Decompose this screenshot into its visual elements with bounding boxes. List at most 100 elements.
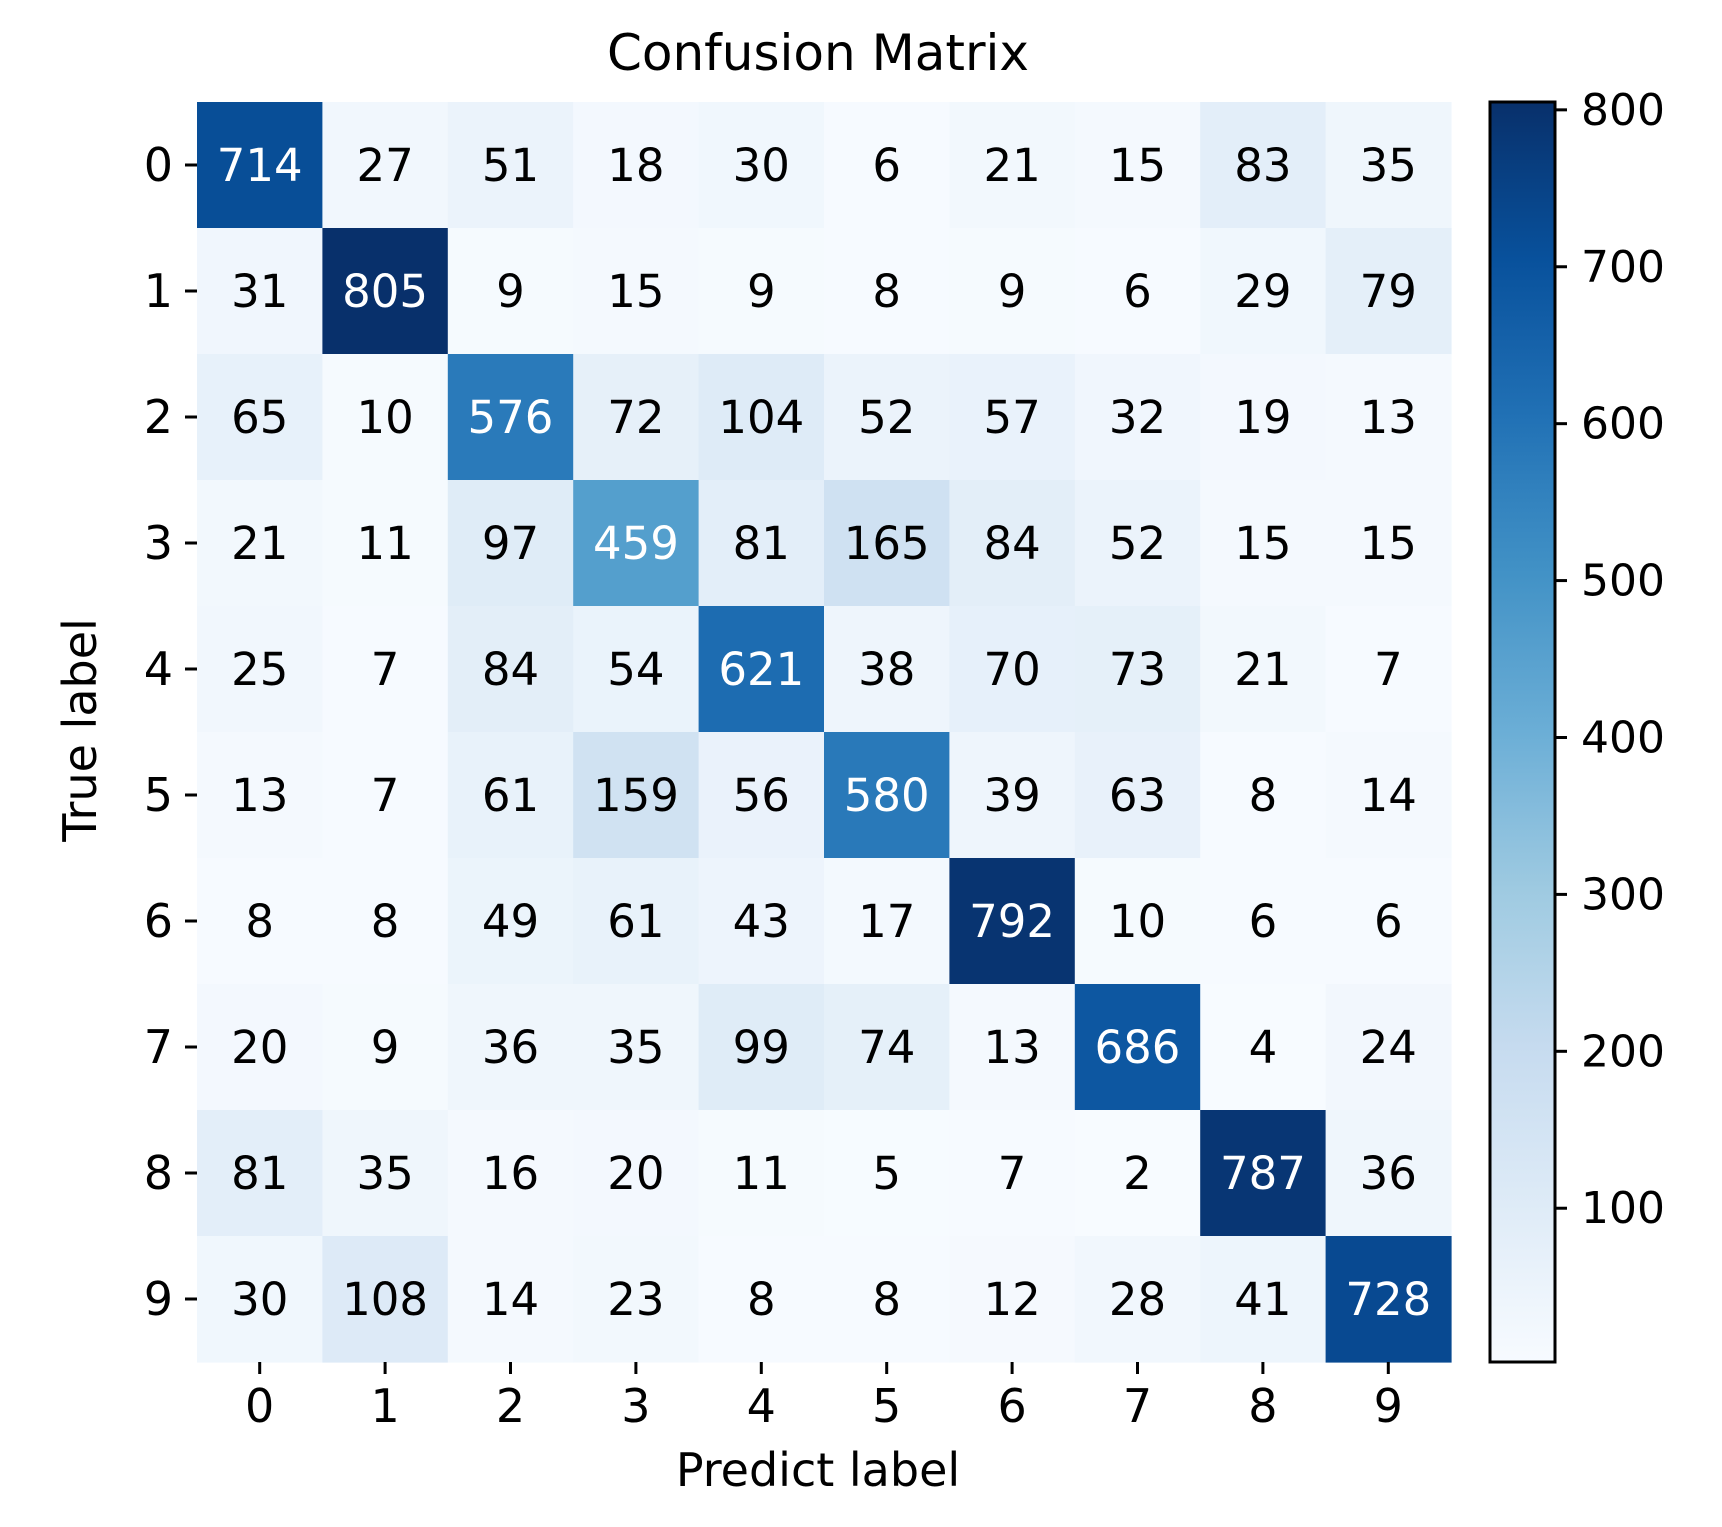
cell-5-0: [197, 732, 323, 859]
cell-value-9-0: 30: [231, 1273, 288, 1326]
cell-value-1-6: 9: [998, 265, 1027, 318]
cell-value-5-9: 14: [1360, 769, 1417, 822]
x-tick-label-5: 5: [872, 1379, 901, 1433]
colorbar-tick-label-5: 600: [1581, 399, 1665, 450]
colorbar-tick-label-0: 100: [1581, 1183, 1665, 1234]
cell-value-7-9: 24: [1360, 1021, 1417, 1074]
colorbar-tick-label-6: 700: [1581, 242, 1665, 293]
cell-1-0: [197, 228, 323, 355]
cell-6-4: [698, 858, 825, 985]
y-axis-label: True label: [53, 618, 107, 843]
cell-1-7: [1074, 228, 1201, 355]
cell-value-6-8: 6: [1249, 895, 1278, 948]
cell-8-1: [322, 1110, 449, 1237]
cell-value-0-1: 27: [356, 139, 413, 192]
cell-value-3-7: 52: [1109, 517, 1166, 570]
colorbar-tick-label-7: 800: [1581, 85, 1665, 136]
cell-value-2-3: 72: [607, 391, 664, 444]
chart-title: Confusion Matrix: [607, 24, 1029, 82]
cell-0-6: [949, 102, 1076, 229]
cell-value-3-5: 165: [844, 517, 930, 570]
cell-2-4: [698, 354, 825, 481]
cell-value-9-9: 728: [1345, 1273, 1431, 1326]
cell-7-4: [698, 984, 825, 1111]
cell-value-0-0: 714: [217, 139, 303, 192]
cell-6-7: [1074, 858, 1201, 985]
x-tick-label-8: 8: [1248, 1379, 1277, 1433]
cell-7-3: [573, 984, 700, 1111]
cell-4-6: [949, 606, 1076, 733]
cell-5-4: [698, 732, 825, 859]
cell-value-0-5: 6: [872, 139, 901, 192]
cell-value-6-1: 8: [371, 895, 400, 948]
x-tick-label-3: 3: [621, 1379, 650, 1433]
y-tick-label-5: 5: [144, 768, 173, 822]
cell-value-0-2: 51: [482, 139, 539, 192]
cell-0-8: [1200, 102, 1327, 229]
cell-3-4: [698, 480, 825, 607]
cell-value-3-2: 97: [482, 517, 539, 570]
cell-value-7-1: 9: [371, 1021, 400, 1074]
cell-value-9-8: 41: [1234, 1273, 1291, 1326]
cell-7-0: [197, 984, 323, 1111]
cell-value-8-1: 35: [356, 1147, 413, 1200]
cell-value-4-3: 54: [607, 643, 664, 696]
cell-7-7: [1074, 984, 1201, 1111]
cell-value-6-6: 792: [969, 895, 1055, 948]
cell-9-0: [197, 1236, 323, 1363]
cell-5-3: [573, 732, 700, 859]
cell-value-4-7: 73: [1109, 643, 1166, 696]
cell-value-9-1: 108: [342, 1273, 428, 1326]
cell-value-6-3: 61: [607, 895, 664, 948]
cell-5-7: [1074, 732, 1201, 859]
cell-value-2-7: 32: [1109, 391, 1166, 444]
cell-value-0-9: 35: [1360, 139, 1417, 192]
cell-value-3-8: 15: [1234, 517, 1291, 570]
cell-value-6-0: 8: [245, 895, 274, 948]
cell-value-1-8: 29: [1234, 265, 1291, 318]
colorbar-tick-label-4: 500: [1581, 556, 1665, 607]
cell-6-6: [949, 858, 1076, 985]
cell-value-5-8: 8: [1249, 769, 1278, 822]
cell-1-2: [447, 228, 574, 355]
cell-value-4-6: 70: [983, 643, 1040, 696]
y-axis-ticks: 0 1 2 3 4 5 6 7 8 9: [144, 138, 197, 1326]
cell-value-6-9: 6: [1374, 895, 1403, 948]
cell-3-5: [824, 480, 950, 607]
cell-3-6: [949, 480, 1076, 607]
cell-2-1: [322, 354, 449, 481]
cell-9-6: [949, 1236, 1076, 1363]
cell-1-8: [1200, 228, 1327, 355]
cell-value-2-4: 104: [718, 391, 804, 444]
cell-1-9: [1325, 228, 1452, 355]
cell-value-2-1: 10: [356, 391, 413, 444]
cell-value-9-3: 23: [607, 1273, 664, 1326]
cell-value-7-8: 4: [1249, 1021, 1278, 1074]
cell-value-9-5: 8: [872, 1273, 901, 1326]
cell-7-8: [1200, 984, 1327, 1111]
cell-value-6-5: 17: [858, 895, 915, 948]
y-tick-label-8: 8: [144, 1146, 173, 1200]
cell-value-1-0: 31: [231, 265, 288, 318]
cell-6-1: [322, 858, 449, 985]
cell-value-1-7: 6: [1123, 265, 1152, 318]
cell-value-7-0: 20: [231, 1021, 288, 1074]
cell-6-8: [1200, 858, 1327, 985]
cell-5-6: [949, 732, 1076, 859]
cell-value-0-6: 21: [983, 139, 1040, 192]
cell-value-1-9: 79: [1360, 265, 1417, 318]
x-tick-label-6: 6: [997, 1379, 1026, 1433]
y-tick-label-0: 0: [144, 138, 173, 192]
cell-5-5: [824, 732, 950, 859]
cell-2-7: [1074, 354, 1201, 481]
cell-value-0-4: 30: [733, 139, 790, 192]
cell-2-2: [447, 354, 574, 481]
cell-0-9: [1325, 102, 1452, 229]
cell-0-1: [322, 102, 449, 229]
cell-8-9: [1325, 1110, 1452, 1237]
cell-8-8: [1200, 1110, 1327, 1237]
cell-2-9: [1325, 354, 1452, 481]
cell-value-2-9: 13: [1360, 391, 1417, 444]
